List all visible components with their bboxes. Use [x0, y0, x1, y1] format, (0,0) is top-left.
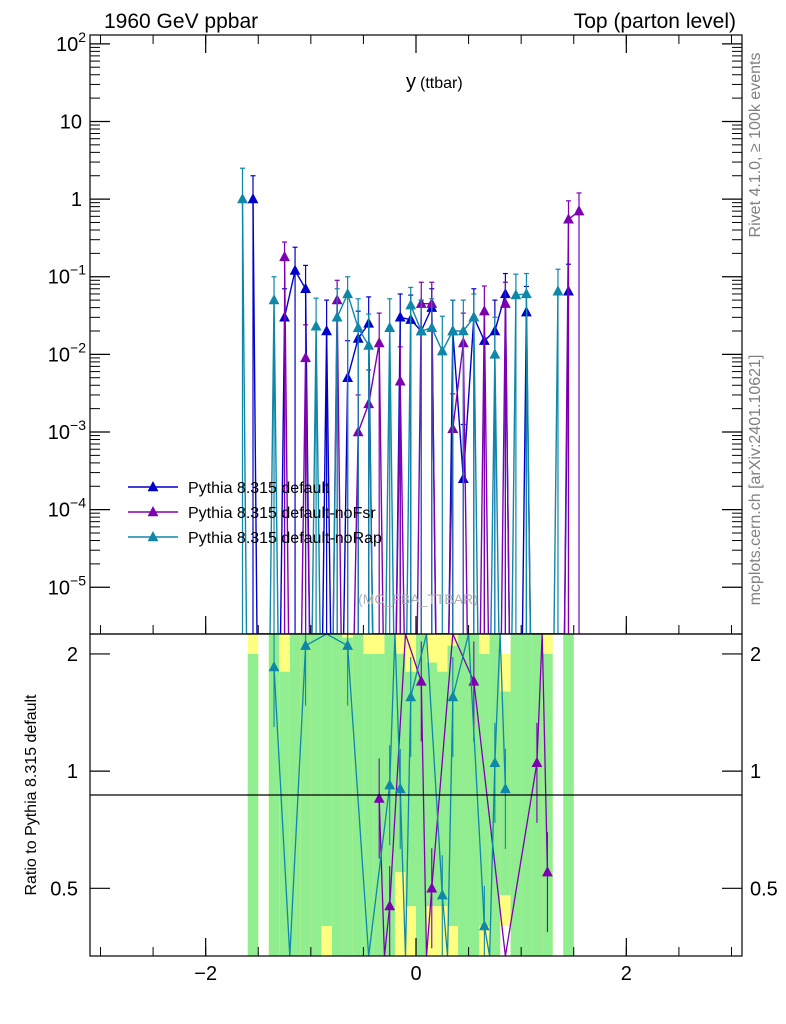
chart-title-main: y: [406, 71, 416, 93]
y-tick-label: 10−4: [48, 495, 86, 522]
data-point: [363, 339, 375, 350]
x-tick-label: 0: [410, 963, 421, 985]
data-point: [300, 351, 311, 363]
ratio-point: [268, 661, 280, 672]
x-tick-label: 2: [621, 963, 632, 985]
data-point: [489, 348, 501, 359]
ratio-point: [447, 691, 459, 702]
data-point: [436, 345, 448, 356]
data-point: [384, 321, 396, 332]
ratio-tick-label: 0.5: [50, 878, 78, 900]
y-tick-label: 10−2: [48, 339, 86, 366]
ratio-plot-series: [268, 634, 553, 956]
ratio-point: [436, 889, 448, 900]
data-point: [394, 375, 406, 386]
legend-label: Pythia 8.315 default-noFsr: [188, 505, 376, 522]
header-left: 1960 GeV ppbar: [104, 10, 258, 33]
data-point: [321, 324, 333, 336]
ratio-tick-label-right: 2: [750, 644, 761, 666]
ratio-tick-label: 1: [67, 761, 78, 783]
data-point: [478, 305, 490, 316]
data-point: [563, 213, 574, 224]
mc-band-inner: [363, 653, 374, 956]
mc-band-inner: [437, 671, 448, 907]
mc-band-inner: [321, 634, 332, 927]
data-point: [415, 324, 427, 336]
data-point: [405, 299, 417, 310]
series-line: [241, 199, 559, 634]
data-point: [352, 321, 364, 332]
data-point: [447, 324, 459, 336]
ratio-point: [542, 866, 553, 877]
y-tick-label: 10−3: [48, 417, 86, 444]
y-tick-label: 1: [71, 189, 82, 211]
data-point: [457, 324, 469, 336]
ratio-point: [342, 639, 354, 650]
ratio-point: [489, 756, 501, 768]
y-tick-label: 102: [56, 29, 86, 56]
y-tick-label: 10: [60, 111, 82, 133]
mc-band-inner: [426, 662, 438, 907]
legend-label: Pythia 8.315 default-noRap: [188, 530, 382, 547]
data-point: [468, 311, 480, 322]
ratio-point: [531, 756, 543, 768]
ratio-tick-label-right: 1: [750, 761, 761, 783]
legend-marker: [147, 531, 159, 542]
data-point: [510, 289, 522, 300]
mc-band-inner: [447, 645, 459, 927]
data-point: [521, 287, 532, 299]
data-point: [300, 282, 311, 293]
x-tick-label: −2: [194, 963, 217, 985]
data-point: [552, 285, 564, 296]
header-right: Top (parton level): [574, 10, 736, 33]
data-point: [237, 193, 248, 204]
legend: Pythia 8.315 default Pythia 8.315 default…: [128, 480, 382, 547]
ratio-tick-label: 2: [67, 644, 78, 666]
chart-title-sub: (ttbar): [420, 75, 463, 92]
data-point: [279, 250, 290, 262]
ratio-point: [426, 882, 438, 893]
ratio-point: [499, 782, 511, 794]
data-point: [310, 320, 322, 331]
data-point: [247, 193, 259, 204]
ratio-point: [405, 691, 417, 702]
mc-band-inner: [279, 671, 290, 956]
ratio-point: [384, 779, 396, 790]
ratio-axis-label: Ratio to Pythia 8.315 default: [23, 694, 40, 896]
data-point: [394, 311, 406, 322]
mc-band-inner: [542, 653, 553, 956]
ratio-point: [373, 792, 385, 803]
data-point: [573, 205, 585, 216]
data-point: [373, 337, 385, 348]
legend-marker: [147, 481, 159, 492]
mcplots-reference-label: mcplots.cern.ch [arXiv:2401.10621]: [747, 355, 764, 606]
ratio-point: [478, 920, 490, 931]
mc-band-inner: [479, 653, 490, 927]
data-point: [331, 311, 343, 322]
ratio-point: [300, 639, 311, 650]
legend-marker: [147, 506, 159, 517]
analysis-watermark: (MC_FBA_TTBAR): [358, 591, 478, 607]
y-tick-label: 10−5: [48, 572, 86, 599]
mc-band-inner: [342, 637, 353, 956]
mc-band-inner: [405, 671, 416, 907]
data-point: [426, 321, 438, 332]
y-tick-label: 10−1: [48, 262, 86, 289]
main-plot-series: [237, 167, 585, 634]
rivet-version-label: Rivet 4.1.0, ≥ 100k events: [747, 53, 764, 238]
data-point: [342, 287, 354, 299]
ratio-point: [384, 900, 396, 911]
axes: 102 10 1 10−1 10−2 10−3 10−4 10−5 2 2 1 1 0.5 0.5 −2 0 2: [48, 29, 778, 985]
legend-label: Pythia 8.315 default: [188, 480, 330, 497]
ratio-point: [394, 782, 406, 794]
data-point: [289, 264, 301, 275]
mc-band-inner: [247, 653, 259, 956]
data-point: [499, 297, 511, 308]
ratio-point: [415, 675, 427, 686]
ratio-tick-label-right: 0.5: [750, 878, 778, 900]
data-point: [268, 294, 280, 305]
